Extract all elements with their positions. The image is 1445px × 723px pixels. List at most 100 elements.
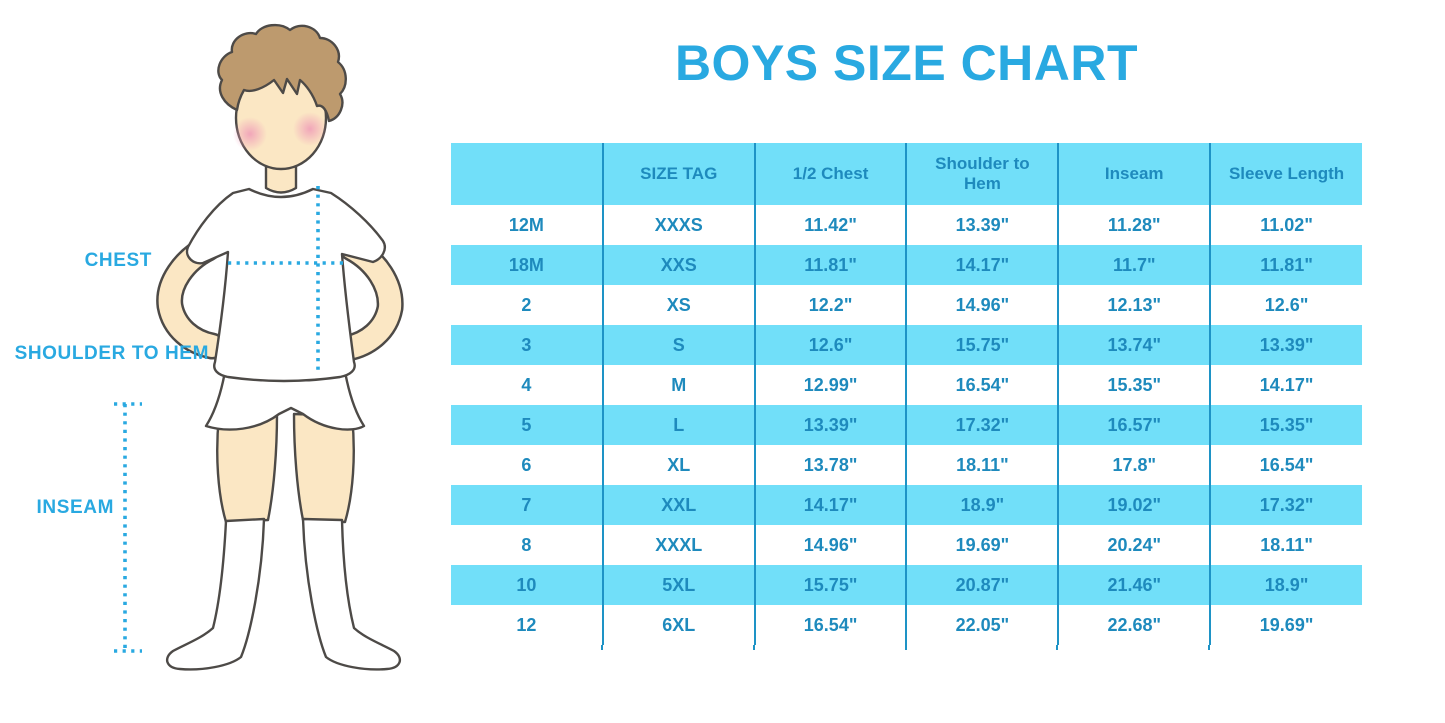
value-cell: 14.96" (906, 285, 1060, 325)
page-title: BOYS SIZE CHART (674, 35, 1139, 91)
shoulder-to-hem-label: SHOULDER TO HEM (14, 343, 209, 364)
table-row: 7 XXL 14.17" 18.9" 19.02" 17.32" (451, 485, 1362, 525)
value-cell: 12.6" (754, 325, 908, 365)
value-cell: 11.7" (1058, 245, 1212, 285)
size-column-header (451, 143, 604, 205)
size-cell: 8 (451, 525, 604, 565)
boy-tshirt (185, 187, 387, 383)
divider-tail (753, 645, 755, 650)
value-cell: 13.39" (1210, 325, 1362, 365)
value-cell: XXS (602, 245, 756, 285)
value-cell: 17.8" (1058, 445, 1212, 485)
value-cell: XXXL (602, 525, 756, 565)
boy-left-arm-fill (158, 237, 223, 357)
value-cell: 6XL (602, 605, 756, 645)
value-cell: 11.81" (754, 245, 908, 285)
value-cell: 15.75" (754, 565, 908, 605)
value-cell: 15.75" (906, 325, 1060, 365)
value-cell: 11.02" (1260, 214, 1313, 235)
table-row: 6 XL 13.78" 18.11" 17.8" 16.54" (451, 445, 1362, 485)
value-cell: XXXS (602, 205, 756, 245)
value-cell: 15.35" (1210, 405, 1362, 445)
value-cell: 11.81" (1210, 245, 1362, 285)
size-cell: 6 (451, 445, 604, 485)
value-cell: 13.74" (1058, 325, 1212, 365)
value-cell: 22.68" (1058, 605, 1212, 645)
value-cell: XL (602, 445, 756, 485)
table-row: 2 XS 12.2" 14.96" 12.13" 12.6" (451, 285, 1362, 325)
size-cell: 18M (451, 245, 604, 285)
size-cell: 3 (451, 325, 604, 365)
table-row: 4 M 12.99" 16.54" 15.35" 14.17" (451, 365, 1362, 405)
measurement-figure: CHEST SHOULDER TO HEM INSEAM (0, 0, 450, 723)
table-row: 10 5XL 15.75" 20.87" 21.46" 18.9" (451, 565, 1362, 605)
value-cell: 22.05" (906, 605, 1060, 645)
value-cell: 19.69" (906, 525, 1060, 565)
value-cell: 17.32" (906, 405, 1060, 445)
value-cell: 12.6" (1264, 294, 1309, 315)
size-table: SIZE TAG 1/2 Chest Shoulder to Hem Inseam Sl… (451, 143, 1362, 645)
column-header: Sleeve Length (1210, 143, 1362, 205)
value-cell: S (602, 325, 756, 365)
value-cell: 12.13" (1058, 285, 1212, 325)
size-cell: 7 (451, 485, 604, 525)
value-cell: 15.35" (1058, 365, 1212, 405)
value-cell: 16.54" (906, 365, 1060, 405)
table-row: 8 XXXL 14.96" 19.69" 20.24" 18.11" (451, 525, 1362, 565)
value-cell: 13.39" (906, 205, 1060, 245)
column-header: 1/2 Chest (754, 143, 908, 205)
value-cell: 21.46" (1058, 565, 1212, 605)
value-cell: 14.96" (754, 525, 908, 565)
value-cell: 18.11" (906, 445, 1060, 485)
column-header: Inseam (1058, 143, 1212, 205)
boy-right-leg (292, 412, 355, 524)
size-cell: 12 (451, 605, 604, 645)
size-table-header: SIZE TAG 1/2 Chest Shoulder to Hem Inseam Sl… (451, 143, 1362, 205)
column-header: SIZE TAG (602, 143, 756, 205)
size-table-body: 12M XXXS 11.42" 13.39" 11.28" 11.02" 18M XXS 11.… (451, 205, 1362, 645)
size-cell: 4 (451, 365, 604, 405)
value-cell: 18.11" (1260, 534, 1313, 555)
table-row: 5 L 13.39" 17.32" 16.57" 15.35" (451, 405, 1362, 445)
value-cell: 14.17" (906, 245, 1060, 285)
value-cell: 16.54" (754, 605, 908, 645)
table-row: 12M XXXS 11.42" 13.39" 11.28" 11.02" (451, 205, 1362, 245)
header-row: SIZE TAG 1/2 Chest Shoulder to Hem Inseam Sl… (451, 143, 1362, 205)
inseam-label: INSEAM (36, 497, 114, 518)
boy-blush-left (233, 117, 267, 151)
value-cell: 12.99" (754, 365, 908, 405)
column-header: Shoulder to Hem (906, 143, 1060, 205)
value-cell: 11.42" (754, 205, 908, 245)
size-cell: 10 (451, 565, 604, 605)
divider-tail (601, 645, 603, 650)
value-cell: 17.32" (1210, 485, 1362, 525)
value-cell: 13.39" (754, 405, 908, 445)
value-cell: 20.87" (906, 565, 1060, 605)
value-cell: 18.9" (1210, 565, 1362, 605)
value-cell: M (602, 365, 756, 405)
table-row: 12 6XL 16.54" 22.05" 22.68" 19.69" (451, 605, 1362, 645)
value-cell: XS (602, 285, 756, 325)
chest-label: CHEST (84, 250, 152, 271)
value-cell: 13.78" (754, 445, 908, 485)
table-row: 18M XXS 11.81" 14.17" 11.7" 11.81" (451, 245, 1362, 285)
value-cell: 12.2" (754, 285, 908, 325)
value-cell: 20.24" (1058, 525, 1212, 565)
value-cell: 14.17" (754, 485, 908, 525)
value-cell: 16.54" (1259, 454, 1314, 475)
boy-left-sock (165, 517, 266, 671)
value-cell: 11.28" (1058, 205, 1212, 245)
boy-right-sock (301, 517, 402, 671)
value-cell: L (602, 405, 756, 445)
divider-tail (1208, 645, 1210, 650)
boy-hair (217, 23, 347, 123)
size-cell: 2 (451, 285, 604, 325)
value-cell: 14.17" (1259, 374, 1314, 395)
size-cell: 5 (451, 405, 604, 445)
size-cell: 12M (451, 205, 604, 245)
boy-left-leg (216, 412, 279, 524)
boy-illustration (114, 23, 404, 671)
table-row: 3 S 12.6" 15.75" 13.74" 13.39" (451, 325, 1362, 365)
divider-tail (905, 645, 907, 650)
